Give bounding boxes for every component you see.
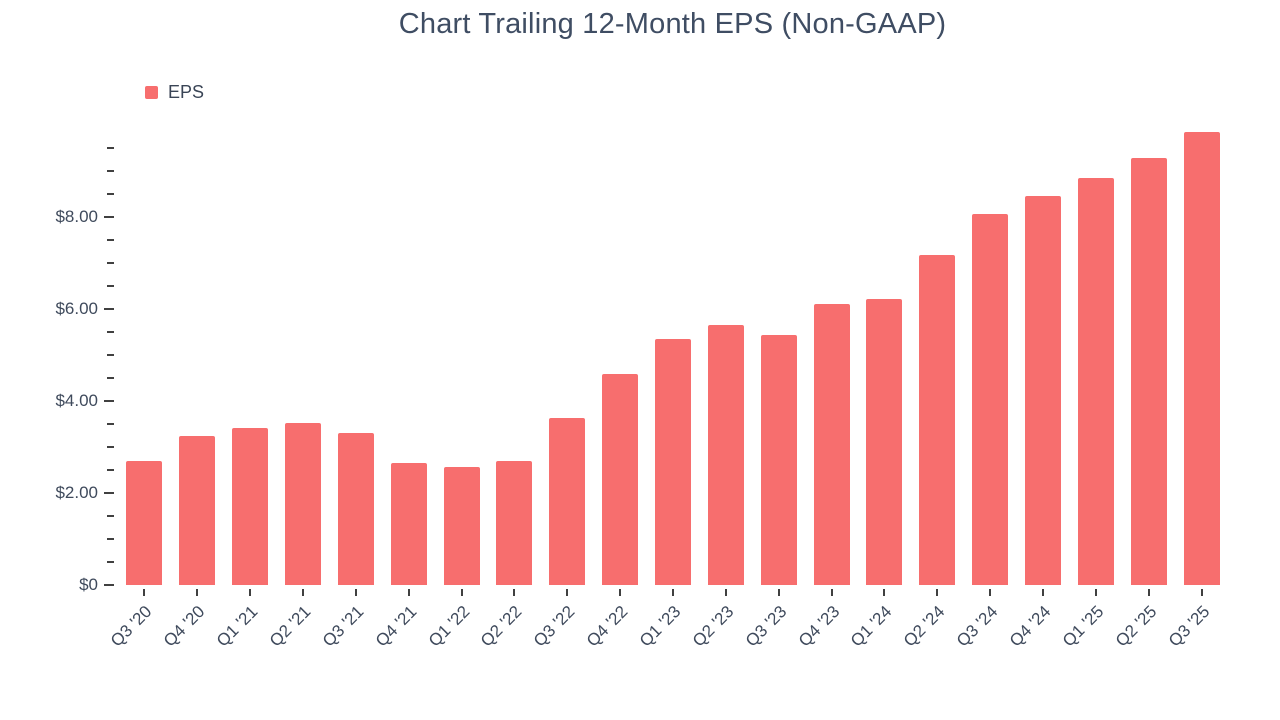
y-axis-label: $6.00 [55, 299, 98, 318]
y-axis-minor-tick [107, 331, 114, 333]
x-axis-tick [196, 589, 199, 596]
x-axis-tick [672, 589, 674, 596]
y-axis-minor-tick [107, 193, 114, 195]
x-axis-tick [302, 589, 304, 596]
x-axis-tick [460, 589, 463, 596]
chart-title: Chart Trailing 12-Month EPS (Non-GAAP) [398, 8, 947, 40]
bar-q2-23 [707, 325, 744, 585]
x-axis-tick [1200, 589, 1203, 596]
x-axis-tick [249, 589, 252, 596]
bar-q1-22 [443, 467, 480, 585]
y-axis-minor-tick [107, 147, 114, 149]
x-axis-tick [724, 589, 727, 596]
y-axis-minor-tick [107, 354, 114, 356]
bar-q3-20 [126, 460, 163, 585]
y-axis-minor-tick [107, 538, 114, 540]
bar-q1-24 [866, 299, 903, 585]
y-axis-minor-tick [107, 515, 114, 517]
bar-q1-23 [655, 338, 691, 585]
bar-q2-24 [919, 254, 956, 585]
x-axis-tick [619, 589, 622, 596]
x-axis-tick [883, 589, 886, 596]
legend-swatch-eps [145, 86, 158, 99]
y-axis-major-tick [104, 216, 114, 218]
bar-q2-25 [1130, 157, 1167, 585]
bar-q4-23 [813, 304, 850, 585]
y-axis-minor-tick [107, 285, 114, 287]
x-axis-tick [407, 589, 410, 596]
x-axis-tick [1042, 589, 1044, 596]
y-axis-major-tick [104, 492, 114, 494]
bar-q3-25 [1183, 132, 1220, 585]
x-axis-tick [143, 589, 146, 596]
y-axis-minor-tick [107, 469, 114, 471]
y-axis-label: $2.00 [55, 483, 98, 502]
x-axis-tick [566, 589, 569, 596]
bar-q1-25 [1077, 178, 1114, 585]
y-axis-minor-tick [107, 239, 114, 241]
x-axis-tick [830, 589, 833, 596]
legend: EPS [145, 82, 204, 103]
x-axis-tick [354, 589, 357, 596]
y-axis-minor-tick [107, 446, 114, 448]
bar-q4-22 [602, 374, 639, 585]
y-axis-label: $4.00 [55, 391, 98, 410]
bar-q3-23 [760, 335, 797, 585]
y-axis-minor-tick [107, 423, 114, 425]
bar-q3-22 [549, 418, 586, 585]
y-axis-major-tick [104, 308, 114, 310]
x-axis-tick [1094, 589, 1097, 596]
bar-q2-22 [496, 461, 533, 585]
x-axis-tick [936, 589, 939, 596]
y-axis-label: $8.00 [55, 207, 98, 226]
y-axis-major-tick [104, 400, 114, 402]
bar-q4-24 [1025, 195, 1061, 585]
x-axis-tick [989, 589, 992, 596]
bar-q4-20 [179, 435, 216, 585]
x-axis-tick [777, 589, 780, 596]
y-axis-label: $0 [79, 575, 98, 594]
bar-q4-21 [390, 463, 427, 585]
bar-q1-21 [232, 428, 269, 585]
x-axis-tick [513, 589, 516, 596]
y-axis-major-tick [104, 584, 114, 586]
y-axis-minor-tick [107, 561, 114, 563]
y-axis-minor-tick [107, 262, 114, 264]
bar-q3-21 [337, 432, 374, 585]
bar-q3-24 [972, 213, 1009, 585]
y-axis-minor-tick [107, 377, 114, 379]
legend-label-eps: EPS [168, 82, 205, 102]
x-axis-tick [1147, 589, 1150, 596]
bar-q2-21 [285, 423, 321, 585]
y-axis-minor-tick [107, 170, 114, 172]
